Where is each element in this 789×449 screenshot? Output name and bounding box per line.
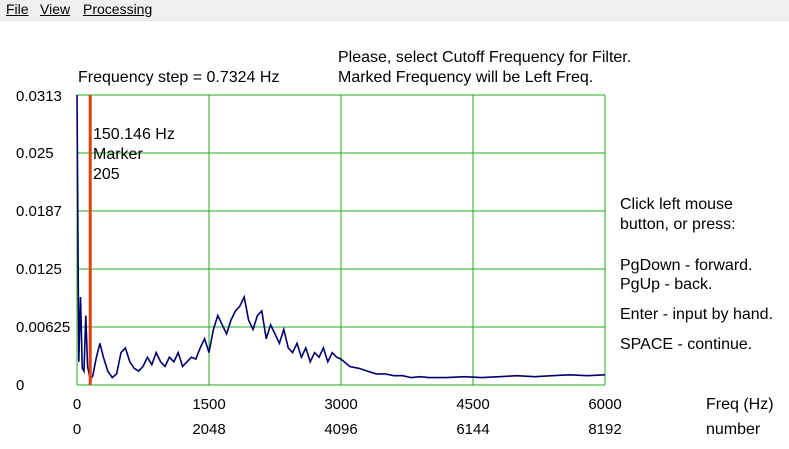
instruction-line-2: Marked Frequency will be Left Freq. [338, 69, 594, 86]
help-line-1: Click left mouse [620, 196, 733, 213]
help-line-2: button, or press: [620, 216, 736, 233]
menu-view[interactable]: View [40, 1, 71, 17]
y-tick-label: 0.0313 [16, 88, 62, 105]
help-line-6: SPACE - continue. [620, 336, 753, 353]
x-tick-label-hz: 1500 [192, 396, 226, 413]
x-tick-label-number: 2048 [192, 421, 226, 438]
help-line-4: PgUp - back. [620, 276, 713, 293]
x-tick-label-hz: 0 [72, 396, 82, 413]
y-tick-label: 0.00625 [16, 319, 71, 336]
y-tick-label: 0.0125 [16, 261, 62, 278]
help-line-3: PgDown - forward. [620, 257, 753, 274]
x-tick-label-number: 4096 [324, 421, 358, 438]
x2-axis-label: number [706, 421, 761, 438]
x-tick-label-hz: 3000 [324, 396, 358, 413]
marker-index: 205 [93, 166, 120, 183]
y-tick-label: 0.025 [16, 145, 54, 162]
y-tick-label: 0.0187 [16, 203, 62, 220]
marker-title: Marker [93, 146, 143, 163]
y-tick-label: 0 [16, 377, 25, 394]
x-tick-label-hz: 6000 [588, 396, 622, 413]
x-tick-label-number: 8192 [588, 421, 622, 438]
marker-frequency-label: 150.146 Hz [93, 126, 175, 143]
menu-processing[interactable]: Processing [83, 1, 153, 17]
x-axis-label: Freq (Hz) [706, 396, 774, 413]
menu-file[interactable]: File [6, 1, 29, 17]
menu-bar: File View Processing [0, 0, 789, 21]
spectrum-series-line [76, 94, 606, 382]
instruction-line-1: Please, select Cutoff Frequency for Filt… [338, 49, 632, 66]
x-tick-label-number: 6144 [456, 421, 490, 438]
frequency-step-label: Frequency step = 0.7324 Hz [78, 69, 280, 86]
x-tick-label-number: 0 [72, 421, 82, 438]
help-line-5: Enter - input by hand. [620, 306, 773, 323]
x-tick-label-hz: 4500 [456, 396, 490, 413]
